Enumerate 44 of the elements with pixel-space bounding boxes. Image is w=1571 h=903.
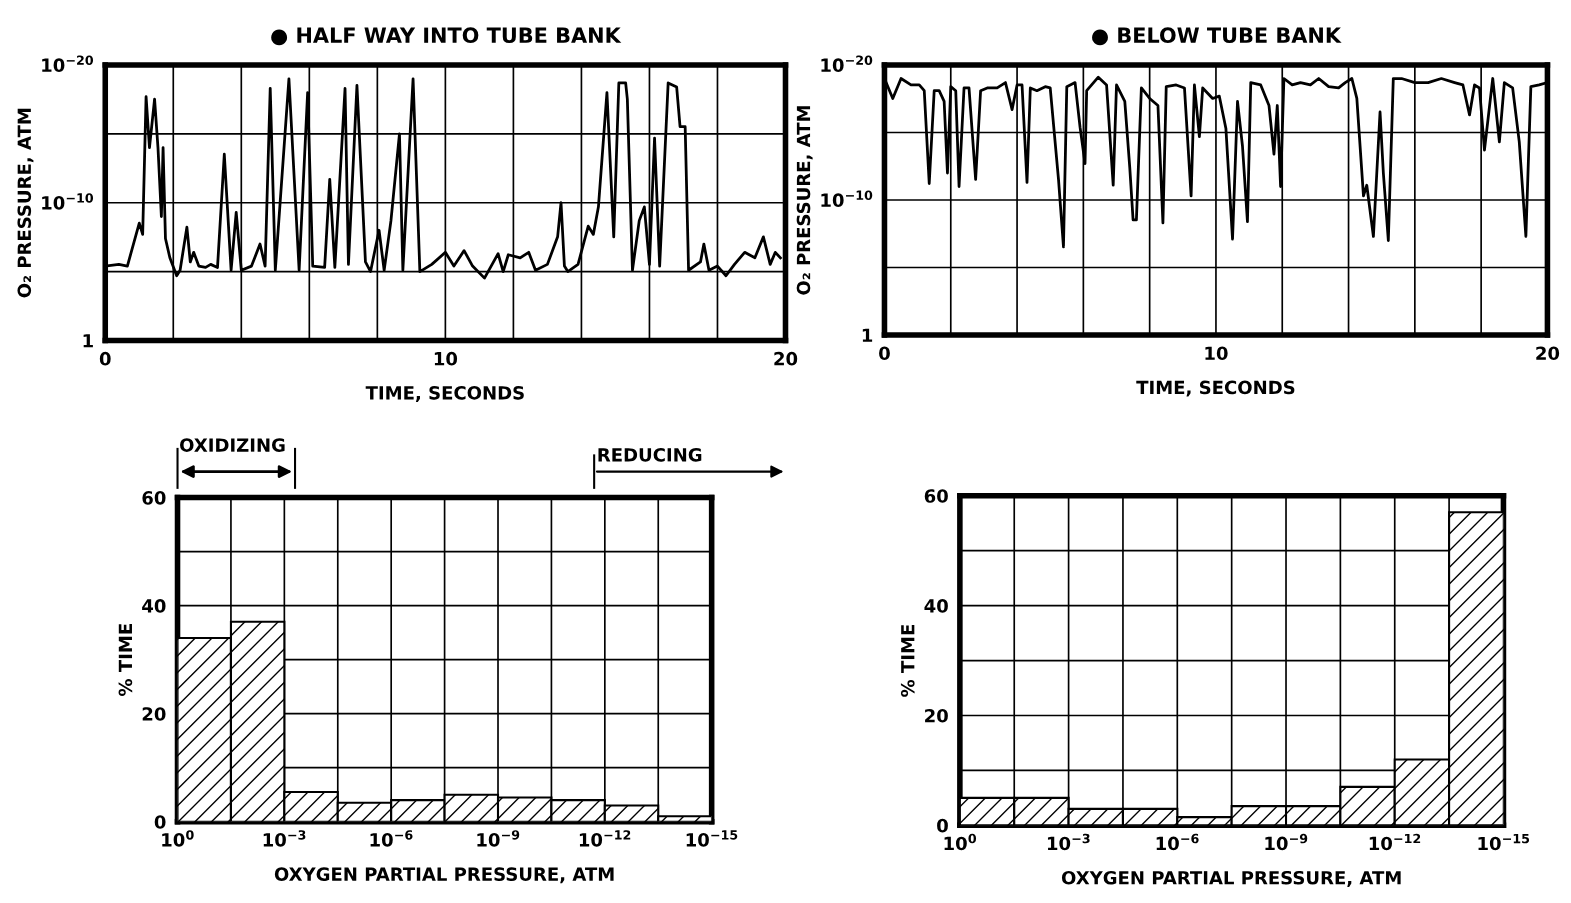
y-tick-label: 0	[937, 818, 948, 833]
y-tick-label: 60	[142, 491, 166, 505]
x-tick-label: 20	[1536, 346, 1560, 361]
y-tick-label: 1	[862, 328, 873, 342]
text: OXIDIZING	[180, 438, 285, 452]
x-axis-title: TIME, SECONDS	[1136, 380, 1295, 397]
y-tick-label: 1	[83, 334, 93, 348]
x-tick-label: 10	[1205, 346, 1228, 361]
y-axis-title: % TIME	[118, 624, 133, 696]
x-tick-label: 20	[774, 351, 798, 366]
y-tick-label: 10$^{−10}$	[42, 193, 94, 210]
x-tick-label: 10$^{0}$	[944, 833, 977, 851]
chart-title: ● HALF WAY INTO TUBE BANK	[271, 27, 622, 46]
x-axis-title: OXYGEN PARTIAL PRESSURE, ATM	[274, 867, 614, 884]
y-tick-label: 10$^{−20}$	[821, 55, 873, 72]
x-tick-label: 0	[879, 346, 890, 361]
x-tick-label: 10$^{−12}$	[1369, 833, 1421, 851]
x-tick-label: 10$^{−15}$	[686, 830, 738, 847]
x-tick-label: 10$^{−9}$	[477, 830, 520, 847]
x-tick-label: 0	[99, 351, 111, 366]
y-tick-label: 10$^{−10}$	[821, 190, 873, 207]
x-axis-title: TIME, SECONDS	[365, 386, 524, 402]
text: REDUCING	[598, 447, 702, 462]
y-tick-label: 20	[142, 707, 166, 721]
y-tick-label: 0	[154, 815, 166, 829]
y-tick-label: 40	[924, 599, 948, 613]
x-tick-label: 10	[434, 351, 458, 366]
chart-title: ● BELOW TUBE BANK	[1092, 27, 1342, 46]
y-tick-label: 40	[142, 599, 166, 613]
y-tick-label: 60	[924, 489, 948, 503]
x-tick-label: 10$^{−15}$	[1478, 833, 1530, 851]
y-tick-label: 10$^{−20}$	[42, 55, 94, 72]
x-tick-label: 10$^{−3}$	[1047, 833, 1090, 851]
x-tick-label: 10$^{0}$	[162, 830, 194, 847]
x-tick-label: 10$^{−6}$	[370, 830, 413, 847]
y-axis-title: O₂ PRESSURE, ATM	[796, 106, 813, 295]
y-axis-title: % TIME	[900, 625, 915, 697]
x-tick-label: 10$^{−6}$	[1156, 833, 1199, 851]
x-axis-title: OXYGEN PARTIAL PRESSURE, ATM	[1061, 870, 1401, 887]
x-tick-label: 10$^{−12}$	[579, 830, 631, 847]
y-tick-label: 20	[925, 708, 948, 723]
x-tick-label: 10$^{−9}$	[1265, 833, 1308, 851]
x-tick-label: 10$^{−3}$	[263, 830, 306, 847]
y-axis-title: O₂ PRESSURE, ATM	[17, 108, 34, 298]
